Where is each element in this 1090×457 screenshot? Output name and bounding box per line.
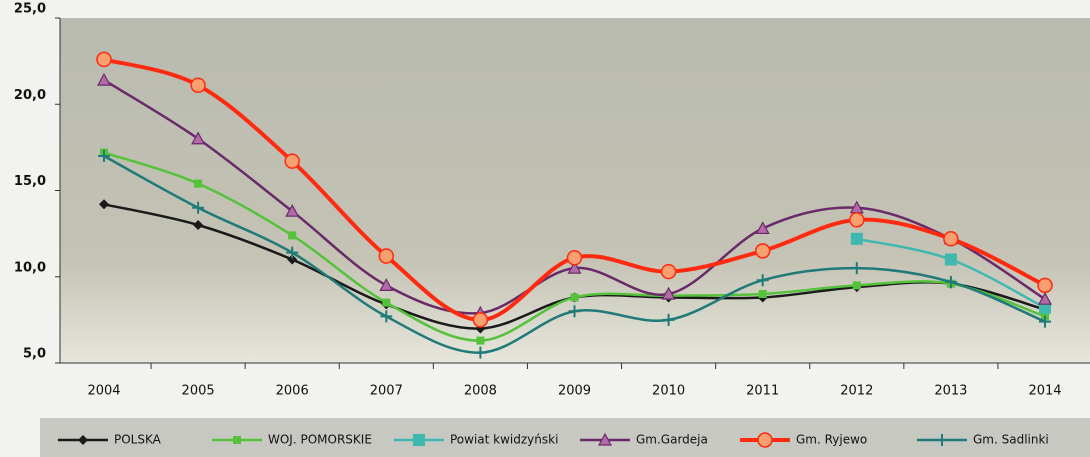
series-line xyxy=(103,57,1046,322)
data-point xyxy=(944,253,957,266)
x-tick-label: 2010 xyxy=(652,384,685,399)
data-point xyxy=(284,153,300,169)
x-tick-label: 2004 xyxy=(87,384,120,399)
legend-marker xyxy=(413,434,425,446)
data-point xyxy=(192,201,205,214)
data-point xyxy=(850,232,863,245)
data-point xyxy=(852,281,861,290)
legend-marker xyxy=(936,434,948,446)
series-line xyxy=(103,151,1046,342)
x-tick-label: 2009 xyxy=(558,384,591,399)
data-point xyxy=(380,310,393,323)
x-tick-label: 2008 xyxy=(464,384,497,399)
legend-label: WOJ. POMORSKIE xyxy=(268,433,372,447)
data-point xyxy=(754,243,771,259)
data-point xyxy=(566,250,583,266)
data-point xyxy=(660,263,677,280)
data-point xyxy=(849,212,865,228)
data-point xyxy=(568,305,581,318)
data-point xyxy=(379,278,394,291)
data-point xyxy=(570,293,579,302)
data-point xyxy=(1037,291,1053,305)
data-point xyxy=(285,203,300,217)
x-tick-label: 2011 xyxy=(746,384,779,399)
x-tick-label: 2012 xyxy=(840,384,873,399)
legend-marker xyxy=(597,432,613,446)
data-point xyxy=(567,260,582,274)
legend-label: POLSKA xyxy=(114,433,162,447)
data-point xyxy=(758,290,767,298)
y-tick-label: 10,0 xyxy=(14,260,46,275)
y-tick-label: 20,0 xyxy=(14,88,46,103)
data-point xyxy=(194,179,203,188)
data-point xyxy=(755,221,770,235)
x-tick-label: 2014 xyxy=(1028,384,1061,399)
legend-label: Gm.Gardeja xyxy=(636,433,708,447)
y-tick-label: 25,0 xyxy=(14,2,46,17)
x-tick-label: 2007 xyxy=(370,384,403,399)
data-point xyxy=(378,248,395,264)
legend-label: Powiat kwidzyński xyxy=(450,433,558,447)
y-tick-label: 5,0 xyxy=(23,347,46,362)
data-point xyxy=(944,275,957,288)
data-point xyxy=(287,254,298,265)
legend-label: Gm. Sadlinki xyxy=(973,433,1049,447)
data-point xyxy=(96,51,112,68)
data-point xyxy=(96,72,112,86)
data-point xyxy=(286,246,299,259)
data-point xyxy=(943,231,959,247)
data-point xyxy=(662,313,675,326)
data-point xyxy=(661,286,676,300)
data-point xyxy=(1037,277,1053,294)
data-point xyxy=(98,150,110,162)
x-tick-label: 2006 xyxy=(276,384,309,399)
data-point xyxy=(99,199,109,210)
x-tick-label: 2013 xyxy=(934,384,967,399)
data-point xyxy=(756,274,769,287)
data-point xyxy=(191,131,206,145)
legend-marker xyxy=(78,435,88,445)
legend-label: Gm. Ryjewo xyxy=(796,433,867,447)
y-tick-label: 15,0 xyxy=(14,174,46,189)
legend-marker xyxy=(233,436,241,444)
data-point xyxy=(474,346,487,359)
data-point xyxy=(193,220,204,230)
legend-marker xyxy=(757,432,773,448)
data-point xyxy=(288,231,297,240)
data-point xyxy=(472,312,489,328)
data-point xyxy=(850,262,863,275)
data-point xyxy=(1039,301,1051,314)
data-point xyxy=(476,336,485,345)
data-point xyxy=(190,77,206,94)
data-point xyxy=(1039,315,1051,328)
legend: POLSKA WOJ. POMORSKIE Powiat kwidzyński Gm.… xyxy=(58,432,1049,448)
x-tick-label: 2005 xyxy=(182,384,215,399)
legend-area xyxy=(40,418,1090,457)
data-point xyxy=(382,298,391,307)
